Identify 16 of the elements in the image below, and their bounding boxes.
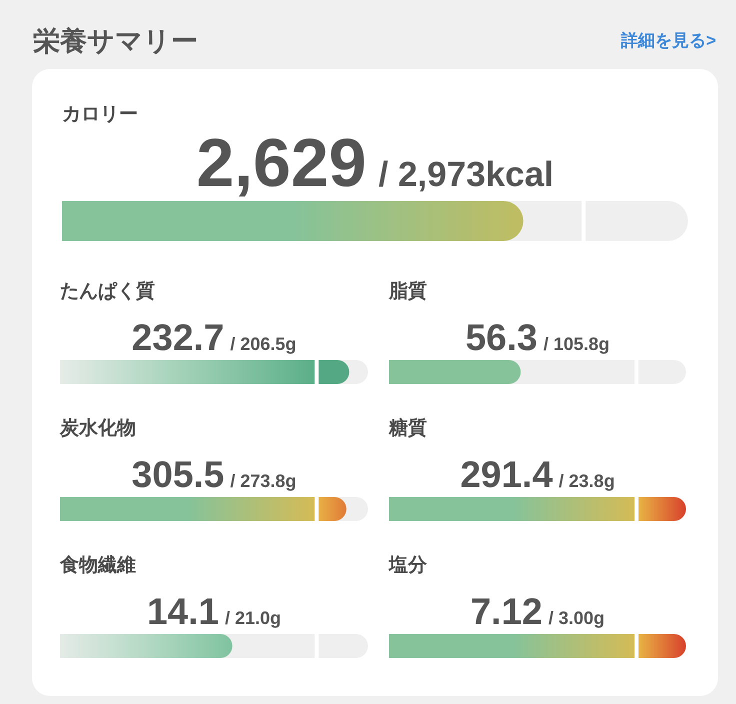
value: 232.7 / 206.5g <box>132 317 296 358</box>
label: 炭水化物 <box>60 418 136 439</box>
label: 糖質 <box>389 418 427 439</box>
value: 56.3 / 105.8g <box>465 317 610 358</box>
title: 栄養サマリー <box>33 26 198 56</box>
label: カロリー <box>62 104 138 125</box>
label: たんぱく質 <box>60 281 155 302</box>
value: 305.5 / 273.8g <box>132 454 296 495</box>
value: 291.4 / 23.8g <box>460 454 615 495</box>
value: 7.12 / 3.00g <box>470 591 605 632</box>
value: 14.1 / 21.0g <box>146 591 282 632</box>
label: 塩分 <box>389 555 427 576</box>
label: 食物繊維 <box>60 555 136 576</box>
value: 2,629 / 2,973kcal <box>196 125 554 201</box>
label: 脂質 <box>389 281 427 302</box>
link-details: 詳細を見る> <box>621 31 716 50</box>
